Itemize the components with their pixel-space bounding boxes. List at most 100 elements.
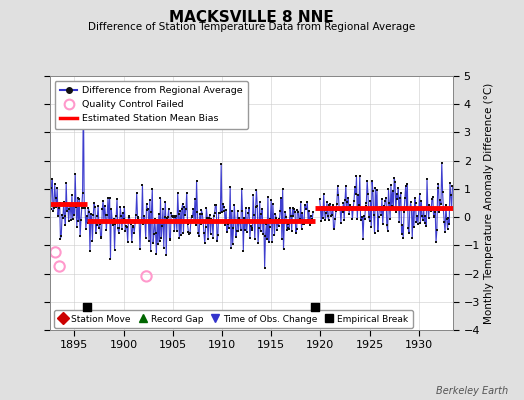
Point [109,222,117,228]
Point [278,236,286,242]
Point [83,220,92,226]
Point [376,204,385,210]
Point [231,217,239,223]
Point [169,212,178,219]
Point [227,245,235,251]
Point [434,181,443,187]
Point [428,196,436,202]
Point [73,195,82,202]
Point [128,224,137,230]
Point [391,208,400,215]
Point [261,233,270,239]
Point [400,209,408,215]
Point [246,222,255,229]
Point [227,208,236,214]
Point [63,202,72,208]
Point [73,224,81,230]
Point [362,200,370,206]
Point [82,212,91,219]
Point [354,192,362,198]
Point [377,212,385,218]
Point [129,223,138,229]
Point [140,213,148,220]
Point [209,234,217,241]
Point [237,227,245,234]
Point [217,161,225,168]
Point [248,227,257,234]
Point [373,187,381,193]
Point [416,219,424,226]
Point [207,215,215,222]
Point [51,249,60,256]
Point [378,196,386,202]
Point [307,213,315,219]
Point [50,205,58,211]
Point [317,218,325,224]
Point [279,246,288,253]
Point [382,194,390,201]
Point [265,238,273,245]
Point [190,217,198,224]
Point [401,183,410,189]
Point [118,225,126,232]
Point [233,228,241,234]
Point [416,191,424,197]
Point [136,246,144,252]
Point [353,216,362,222]
Point [337,220,345,226]
Point [133,215,141,222]
Point [268,239,276,245]
Point [89,212,97,218]
Point [420,206,428,213]
Point [259,231,267,238]
Point [208,217,216,223]
Point [327,212,335,219]
Point [221,222,230,229]
Point [410,224,418,230]
Point [193,208,202,215]
Point [218,209,226,216]
Point [266,216,275,222]
Point [402,204,411,210]
Point [79,190,87,196]
Point [91,204,99,210]
Point [105,195,114,201]
Point [121,228,129,234]
Point [283,221,292,227]
Point [153,216,161,223]
Point [211,202,220,208]
Point [254,240,263,246]
Point [388,203,396,210]
Point [385,200,394,206]
Point [135,219,144,225]
Point [201,224,210,230]
Point [196,221,205,227]
Point [172,213,180,220]
Point [319,215,327,221]
Point [220,208,228,214]
Point [156,238,164,244]
Point [275,223,283,230]
Point [286,205,294,212]
Point [253,202,261,209]
Point [69,202,78,209]
Point [132,212,140,218]
Point [114,230,123,236]
Point [442,216,451,222]
Point [291,208,299,215]
Point [407,199,415,206]
Point [230,224,238,231]
Point [256,228,265,234]
Point [252,204,260,210]
Point [75,196,83,202]
Point [391,179,399,186]
Point [351,184,359,190]
Point [302,206,311,212]
Point [211,209,219,216]
Point [358,214,366,220]
Point [160,214,169,221]
Point [363,177,372,184]
Point [269,218,278,224]
Point [296,216,304,222]
Point [324,213,332,220]
